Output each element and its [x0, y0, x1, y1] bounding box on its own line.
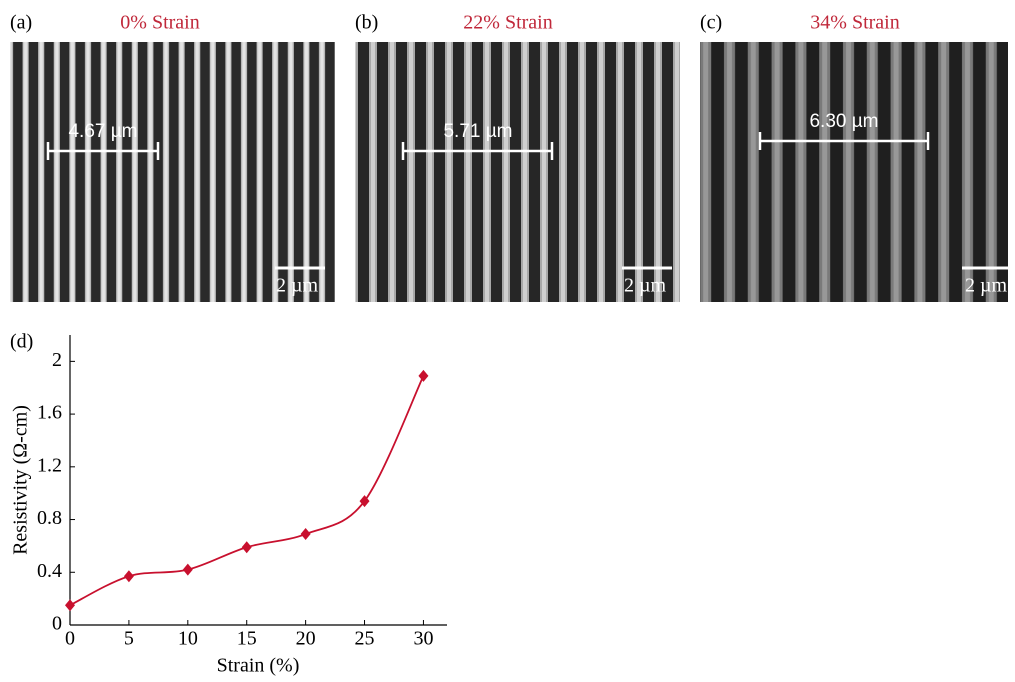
- marker: [241, 541, 252, 554]
- marker: [182, 563, 193, 576]
- panel-label: (c): [700, 12, 722, 34]
- y-tick-label: 0: [52, 613, 62, 635]
- y-tick-label: 1.6: [37, 402, 62, 424]
- x-tick-label: 25: [355, 628, 375, 650]
- scale-label: 2 µm: [276, 275, 319, 297]
- sem-image: [10, 42, 335, 302]
- y-tick-label: 0.8: [37, 507, 62, 529]
- marker: [123, 570, 134, 583]
- panel-label: (b): [355, 12, 378, 34]
- x-tick-label: 10: [178, 628, 198, 650]
- panel-label: (d): [10, 331, 33, 353]
- marker: [418, 369, 429, 382]
- x-tick-label: 0: [65, 628, 75, 650]
- marker: [65, 599, 75, 612]
- scale-label: 2 µm: [965, 275, 1008, 297]
- marker: [300, 528, 311, 541]
- measure-label: 4.67 µm: [68, 121, 137, 142]
- x-tick-label: 5: [124, 628, 134, 650]
- y-axis-label: Resistivity (Ω-cm): [10, 405, 32, 555]
- measure-label: 6.30 µm: [809, 111, 878, 132]
- marker: [359, 495, 370, 508]
- y-tick-label: 2: [52, 349, 62, 371]
- sem-image: [355, 42, 680, 302]
- y-tick-label: 1.2: [37, 454, 62, 476]
- x-tick-label: 15: [237, 628, 257, 650]
- y-tick-label: 0.4: [37, 560, 62, 582]
- x-axis-label: Strain (%): [217, 655, 300, 677]
- panel-title: 0% Strain: [120, 12, 199, 34]
- panel-b: (b) 22% Strain 5.71 µm 2 µm: [355, 12, 680, 302]
- measure-label: 5.71 µm: [443, 121, 512, 142]
- x-tick-label: 30: [413, 628, 433, 650]
- scale-label: 2 µm: [624, 275, 667, 297]
- panel-a: (a) 0% Strain 4.67 µm 2 µm: [10, 12, 335, 302]
- panel-c: (c) 34% Strain 6.30 µm 2 µm: [700, 12, 1008, 302]
- panel-title: 34% Strain: [810, 12, 899, 34]
- sem-image: [700, 42, 1008, 302]
- x-tick-label: 20: [296, 628, 316, 650]
- line: [69, 375, 425, 607]
- panel-label: (a): [10, 12, 32, 34]
- panel-title: 22% Strain: [463, 12, 552, 34]
